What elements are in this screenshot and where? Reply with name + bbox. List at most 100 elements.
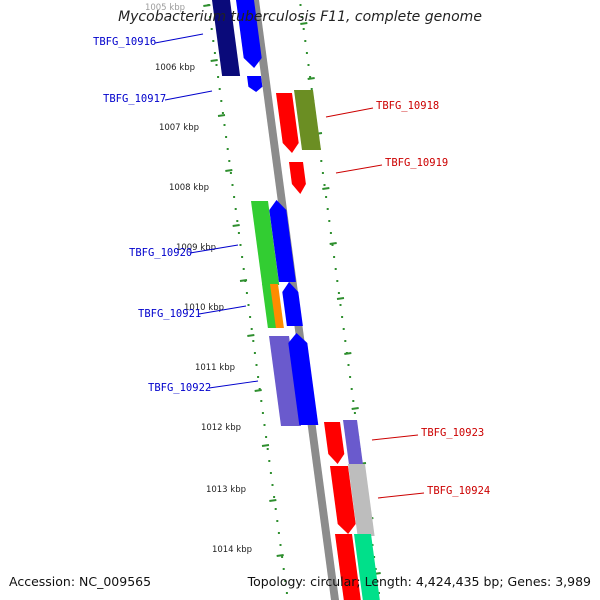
gene-label-tbfg_10920[interactable]: TBFG_10920 bbox=[129, 244, 239, 259]
ruler-dot bbox=[253, 352, 256, 354]
ruler-dot bbox=[258, 388, 261, 390]
ruler-dot bbox=[352, 400, 355, 402]
ruler-dash-inner bbox=[254, 389, 262, 392]
ruler-dot bbox=[236, 220, 239, 222]
ruler-dot bbox=[217, 76, 220, 78]
ruler-dot bbox=[325, 196, 328, 198]
ruler-dot bbox=[255, 364, 258, 366]
gene-label-text[interactable]: TBFG_10920 bbox=[129, 247, 192, 259]
ruler-dot bbox=[276, 520, 279, 522]
feature-red-b-body bbox=[289, 162, 306, 194]
ruler-dot bbox=[231, 184, 234, 186]
feature-green-a-body bbox=[251, 201, 280, 285]
ruler-dash-inner bbox=[232, 224, 240, 227]
ruler-dot bbox=[309, 76, 312, 78]
ruler-dot bbox=[273, 496, 276, 498]
feature-mint-a bbox=[354, 534, 380, 600]
ruler-dot bbox=[260, 400, 263, 402]
ruler-dot bbox=[333, 256, 336, 258]
ruler-dot bbox=[261, 412, 264, 414]
accession-label: Accession: NC_009565 bbox=[9, 574, 152, 589]
gene-label-tbfg_10924[interactable]: TBFG_10924 bbox=[377, 485, 490, 499]
feature-blue-e-body bbox=[288, 333, 319, 425]
feature-slate-a-body bbox=[269, 336, 301, 426]
gene-label-tbfg_10919[interactable]: TBFG_10919 bbox=[335, 157, 448, 174]
ruler-dash-inner bbox=[225, 169, 233, 172]
gene-label-tbfg_10917[interactable]: TBFG_10917 bbox=[103, 90, 213, 105]
feature-slate-b bbox=[343, 420, 363, 464]
ruler-dot bbox=[266, 448, 269, 450]
ruler-dash-inner bbox=[239, 279, 248, 282]
ruler-dot bbox=[341, 316, 344, 318]
feature-slate-a bbox=[269, 336, 301, 426]
ruler-dot bbox=[239, 244, 242, 246]
ruler-dot bbox=[336, 280, 339, 282]
ruler-dot bbox=[226, 148, 229, 150]
ruler-dot bbox=[268, 460, 271, 462]
ruler-dot bbox=[279, 544, 282, 546]
ruler-dot bbox=[213, 52, 216, 54]
leader-line bbox=[208, 380, 259, 389]
feature-red-a-body bbox=[276, 93, 299, 153]
gene-label-tbfg_10921[interactable]: TBFG_10921 bbox=[138, 305, 247, 320]
ruler-dash-inner bbox=[203, 4, 211, 7]
ruler-dot bbox=[342, 328, 345, 330]
feature-slate-b-body bbox=[343, 420, 363, 464]
gene-label-text[interactable]: TBFG_10918 bbox=[376, 100, 439, 112]
ruler-dot bbox=[225, 136, 228, 138]
ruler-dot bbox=[247, 304, 250, 306]
leader-line bbox=[189, 244, 239, 254]
gene-label-text[interactable]: TBFG_10923 bbox=[421, 427, 484, 439]
ruler-dash-inner bbox=[210, 59, 218, 62]
ruler-dot bbox=[215, 64, 218, 66]
tick-label: 1011 kbp bbox=[195, 363, 235, 373]
feature-red-e bbox=[335, 534, 361, 600]
ruler-dot bbox=[265, 436, 268, 438]
ruler-dot bbox=[249, 316, 252, 318]
ruler-dot bbox=[210, 28, 213, 30]
ruler-dot bbox=[284, 580, 287, 582]
gene-label-text[interactable]: TBFG_10924 bbox=[427, 485, 490, 497]
gene-label-text[interactable]: TBFG_10919 bbox=[385, 157, 448, 169]
ruler-dot bbox=[307, 64, 310, 66]
ruler-dash-outer bbox=[300, 22, 308, 25]
gene-label-text[interactable]: TBFG_10916 bbox=[93, 36, 156, 48]
gene-label-text[interactable]: TBFG_10921 bbox=[138, 308, 201, 320]
gene-label-tbfg_10916[interactable]: TBFG_10916 bbox=[93, 33, 204, 48]
feature-green-a bbox=[251, 201, 280, 285]
gene-label-tbfg_10918[interactable]: TBFG_10918 bbox=[325, 100, 439, 118]
ruler-dot bbox=[321, 172, 324, 174]
gene-label-tbfg_10923[interactable]: TBFG_10923 bbox=[371, 427, 484, 441]
feature-orange-a bbox=[270, 284, 284, 328]
ruler-dash-inner bbox=[276, 554, 284, 557]
ruler-dot bbox=[373, 556, 376, 558]
feature-silver-a-body bbox=[348, 464, 375, 536]
feature-blue-d-body bbox=[282, 282, 303, 326]
leader-line bbox=[335, 164, 383, 174]
feature-green-b bbox=[262, 284, 277, 328]
ruler-dot bbox=[221, 112, 224, 114]
ruler-dot bbox=[245, 292, 248, 294]
ruler-dot bbox=[209, 16, 212, 18]
tick-label: 1012 kbp bbox=[201, 423, 241, 433]
ruler-dot bbox=[302, 28, 305, 30]
ruler-dash-outer bbox=[322, 187, 330, 190]
ruler-dot bbox=[285, 592, 288, 594]
feature-blue-c bbox=[269, 200, 296, 282]
gene-label-tbfg_10922[interactable]: TBFG_10922 bbox=[148, 380, 259, 394]
feature-blue-d bbox=[282, 282, 303, 326]
ruler-dot bbox=[234, 208, 237, 210]
ruler-dot bbox=[376, 580, 379, 582]
leader-line bbox=[371, 434, 419, 441]
gene-label-text[interactable]: TBFG_10922 bbox=[148, 382, 211, 394]
feature-blue-b bbox=[247, 76, 263, 92]
feature-red-a bbox=[276, 93, 299, 153]
feature-blue-c-body bbox=[269, 200, 296, 282]
ruler-dot bbox=[305, 52, 308, 54]
feature-mint-a-body bbox=[354, 534, 380, 600]
gene-label-text[interactable]: TBFG_10917 bbox=[103, 93, 166, 105]
ruler-dot bbox=[337, 292, 340, 294]
ruler-dot bbox=[218, 88, 221, 90]
ruler-dot bbox=[281, 556, 284, 558]
